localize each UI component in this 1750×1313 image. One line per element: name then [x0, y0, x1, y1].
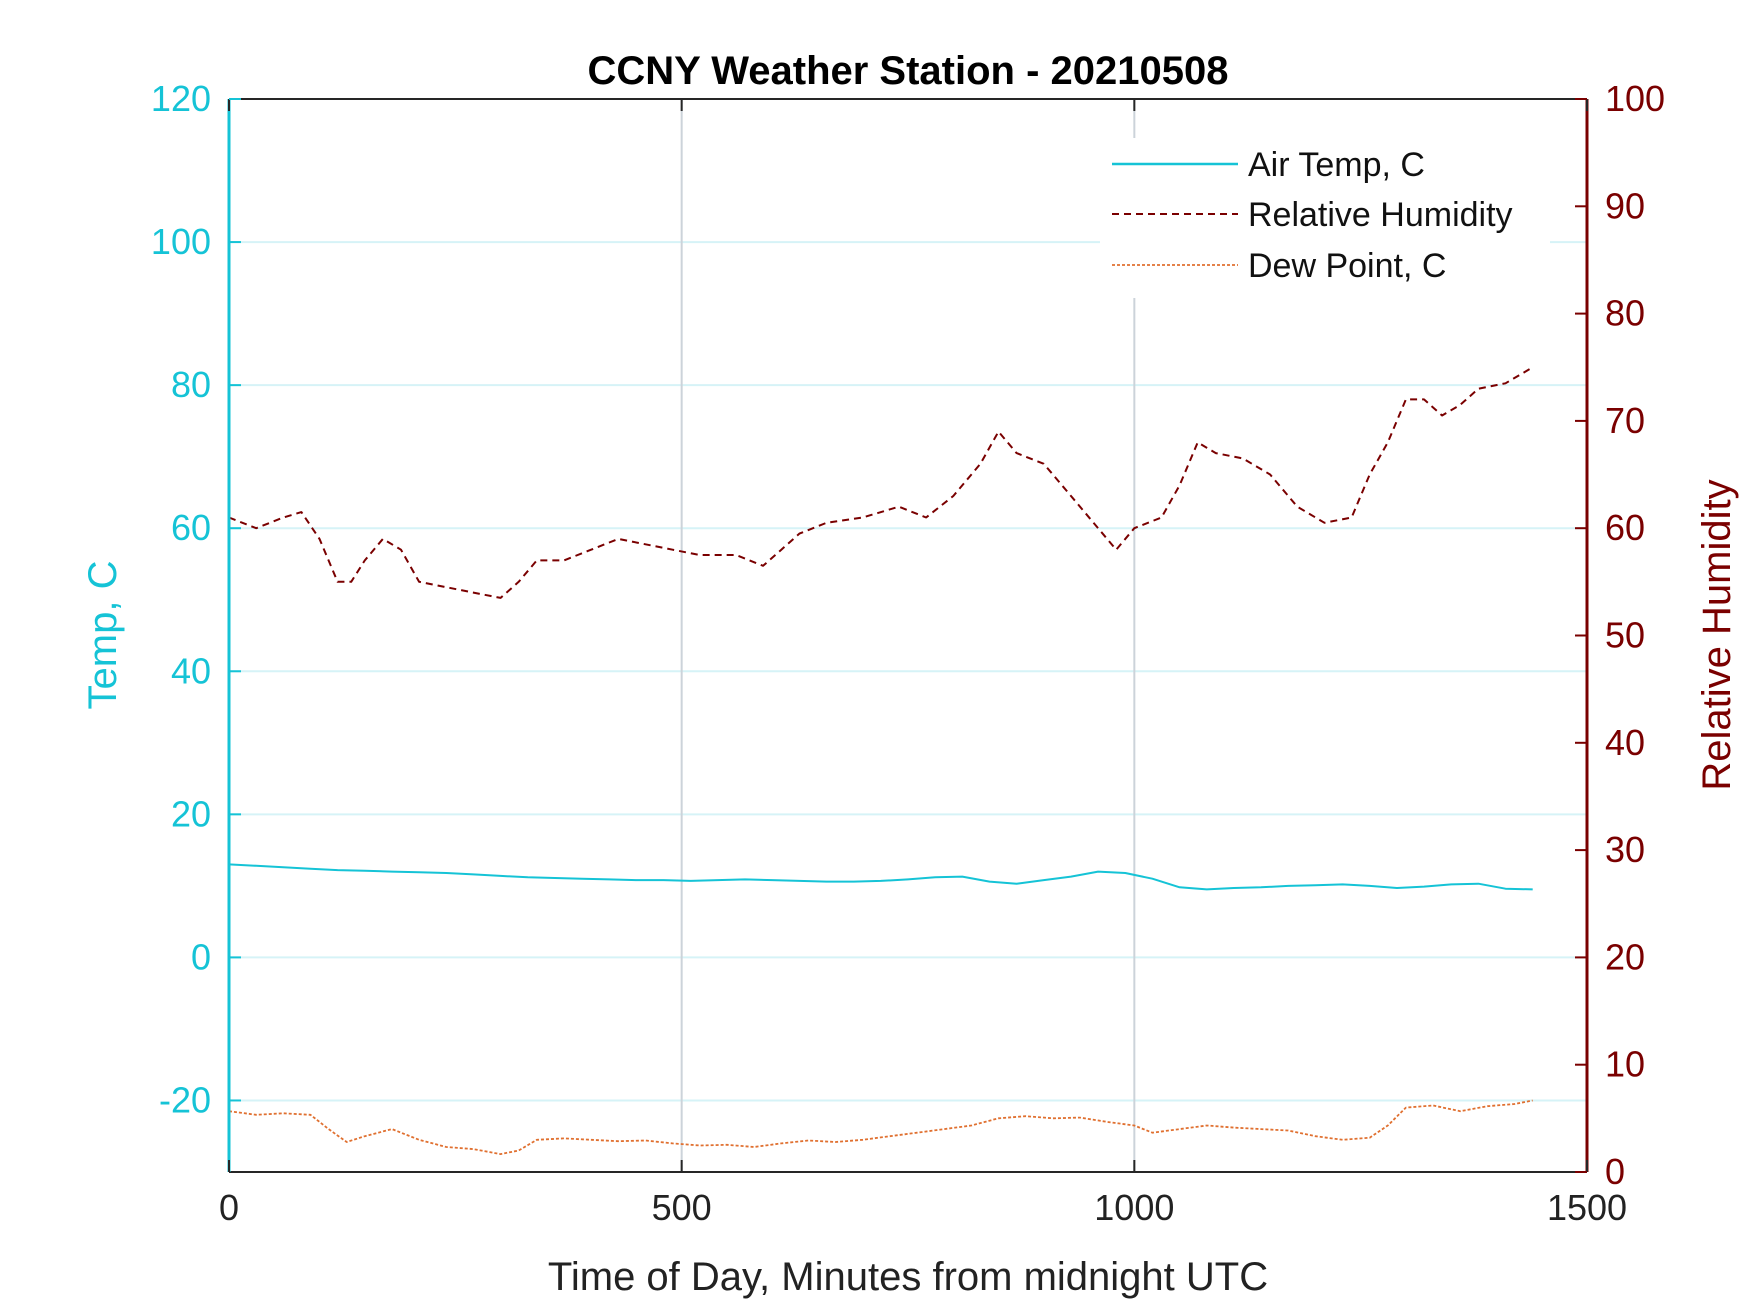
y-right-tick-label: 80 [1605, 293, 1645, 334]
y-left-tick-label: 0 [191, 936, 211, 977]
y-right-tick-label: 50 [1605, 615, 1645, 656]
y-right-tick-label: 40 [1605, 722, 1645, 763]
y-left-tick-label: 60 [171, 507, 211, 548]
y-right-tick-label: 60 [1605, 507, 1645, 548]
x-tick-label: 1000 [1094, 1187, 1174, 1228]
legend: Air Temp, C Relative Humidity Dew Point,… [1100, 138, 1550, 298]
y-right-tick-label: 70 [1605, 400, 1645, 441]
series-line-air-temp-c [228, 863, 1533, 891]
y-left-tick-label: 20 [171, 793, 211, 834]
axes-frame [227, 98, 1589, 1173]
x-tick-label: 0 [219, 1187, 239, 1228]
y-right-tick-label: 90 [1605, 185, 1645, 226]
y-left-tick-label: -20 [159, 1079, 211, 1120]
series-line-relative-humidity [228, 366, 1534, 599]
y-left-tick-label: 120 [151, 78, 211, 119]
y-left-tick-label: 100 [151, 221, 211, 262]
series-line-dew-point-c [228, 1099, 1533, 1155]
legend-label-relative-humidity: Relative Humidity [1248, 196, 1513, 234]
series-group [228, 366, 1534, 1155]
y-axis-right-label: Relative Humidity [1695, 479, 1739, 790]
legend-label-dew-point: Dew Point, C [1248, 247, 1446, 285]
tick-labels: 0 500 1000 1500 -20 0 20 40 60 80 100 120 0 10 20 30 40 5… [151, 78, 1665, 1228]
y-right-tick-label: 100 [1605, 78, 1665, 119]
y-right-tick-label: 30 [1605, 829, 1645, 870]
y-right-tick-label: 20 [1605, 936, 1645, 977]
y-right-tick-label: 0 [1605, 1151, 1625, 1192]
y-left-tick-label: 80 [171, 364, 211, 405]
chart-title: CCNY Weather Station - 20210508 [588, 49, 1229, 93]
y-left-tick-label: 40 [171, 650, 211, 691]
x-axis-label: Time of Day, Minutes from midnight UTC [548, 1255, 1268, 1299]
y-axis-left-label: Temp, C [81, 561, 125, 710]
x-tick-label: 500 [652, 1187, 712, 1228]
legend-label-air-temp: Air Temp, C [1248, 146, 1425, 184]
x-tick-label: 1500 [1547, 1187, 1627, 1228]
y-right-tick-label: 10 [1605, 1044, 1645, 1085]
